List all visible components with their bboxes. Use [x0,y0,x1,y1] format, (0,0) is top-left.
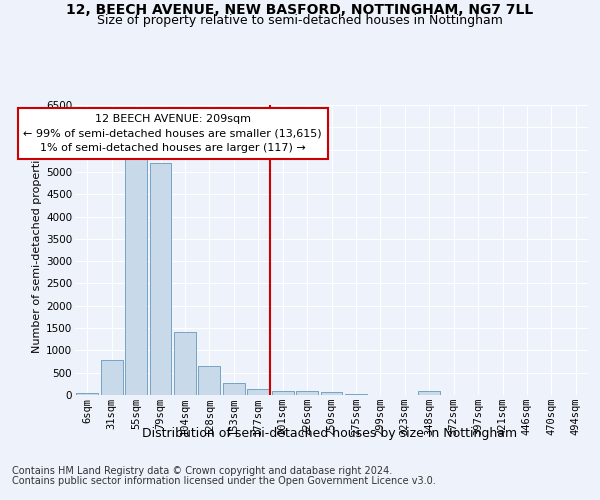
Text: 12 BEECH AVENUE: 209sqm
← 99% of semi-detached houses are smaller (13,615)
1% of: 12 BEECH AVENUE: 209sqm ← 99% of semi-de… [23,114,322,154]
Bar [149,163,172,395]
Bar [272,390,293,395]
Bar [125,158,147,395]
Bar [101,360,122,395]
Bar [320,392,343,395]
Text: Distribution of semi-detached houses by size in Nottingham: Distribution of semi-detached houses by … [142,428,518,440]
Text: Contains public sector information licensed under the Open Government Licence v3: Contains public sector information licen… [12,476,436,486]
Y-axis label: Number of semi-detached properties: Number of semi-detached properties [32,147,42,353]
Bar [76,392,98,395]
Bar [418,391,440,395]
Text: Contains HM Land Registry data © Crown copyright and database right 2024.: Contains HM Land Registry data © Crown c… [12,466,392,476]
Bar [296,392,318,395]
Bar [199,366,220,395]
Bar [345,394,367,395]
Bar [223,384,245,395]
Bar [174,332,196,395]
Text: Size of property relative to semi-detached houses in Nottingham: Size of property relative to semi-detach… [97,14,503,27]
Text: 12, BEECH AVENUE, NEW BASFORD, NOTTINGHAM, NG7 7LL: 12, BEECH AVENUE, NEW BASFORD, NOTTINGHA… [67,2,533,16]
Bar [247,389,269,395]
